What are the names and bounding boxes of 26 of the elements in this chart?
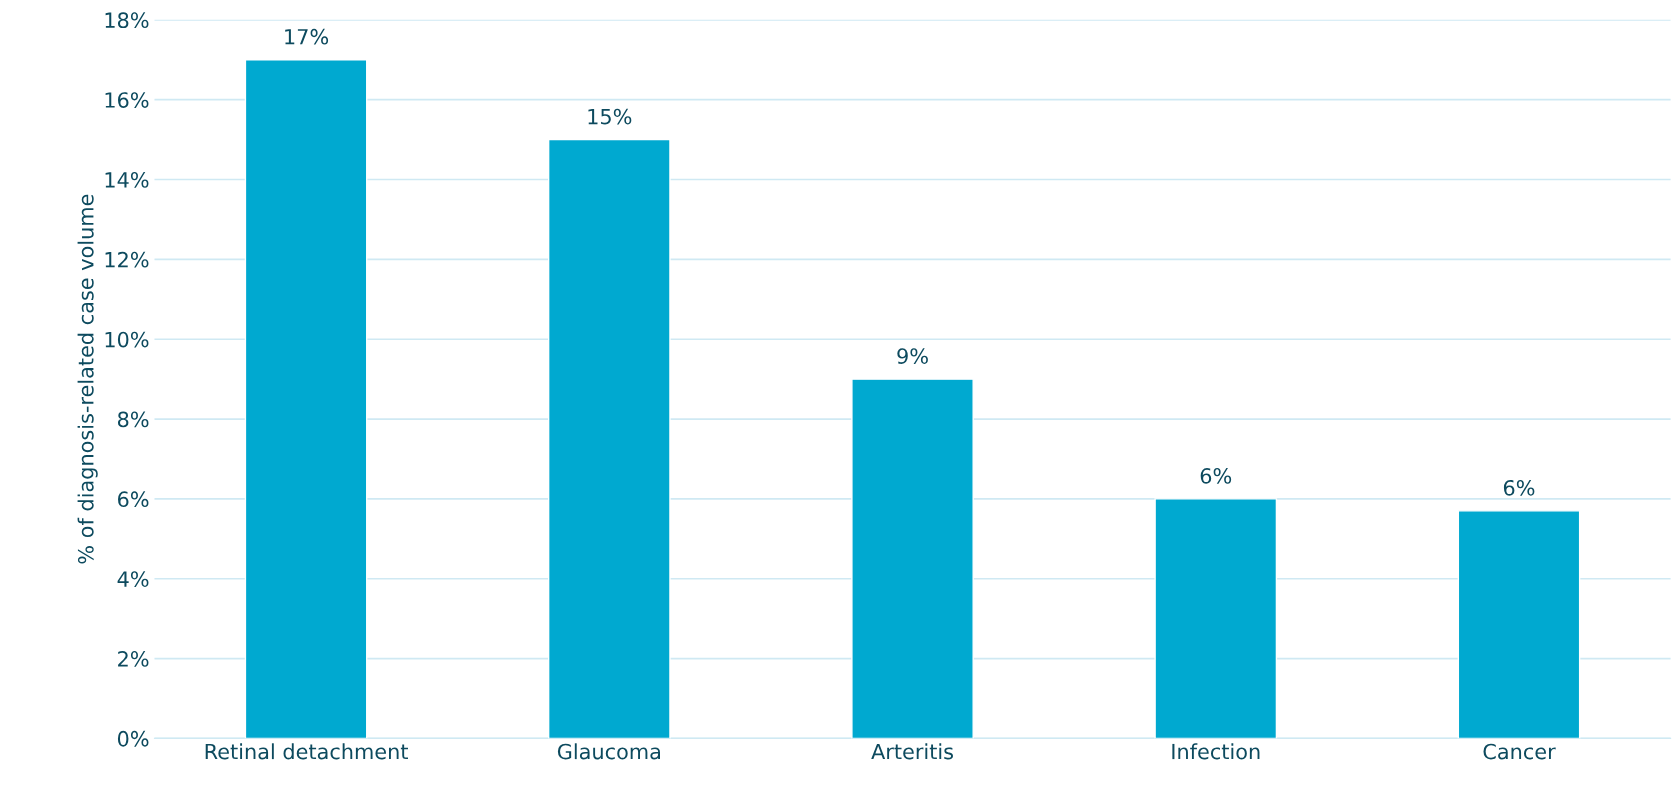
x-tick-label: Retinal detachment bbox=[205, 743, 408, 760]
y-tick-label: 16% bbox=[105, 92, 149, 108]
x-tick-label: Cancer bbox=[1483, 743, 1556, 760]
y-tick-label: 18% bbox=[105, 12, 149, 29]
y-tick-label: 0% bbox=[117, 730, 149, 747]
y-tick-label: 10% bbox=[105, 331, 149, 348]
y-axis-title: % of diagnosis-related case volume bbox=[77, 194, 98, 564]
x-tick-label: Arteritis bbox=[871, 743, 954, 760]
bar bbox=[1154, 498, 1278, 739]
y-tick-label: 12% bbox=[105, 251, 149, 268]
y-tick-label: 6% bbox=[118, 491, 149, 508]
bar bbox=[547, 138, 671, 739]
bar bbox=[244, 59, 368, 739]
data-label: 15% bbox=[588, 108, 632, 125]
data-label: 6% bbox=[1200, 467, 1232, 484]
y-tick-label: 4% bbox=[117, 571, 149, 587]
y-tick-label: 14% bbox=[105, 171, 149, 188]
data-label: 6% bbox=[1503, 479, 1535, 496]
x-tick-label: Glaucoma bbox=[557, 743, 660, 760]
data-label: 9% bbox=[897, 348, 928, 364]
bar bbox=[851, 378, 974, 739]
y-tick-label: 8% bbox=[117, 411, 149, 428]
x-tick-label: Infection bbox=[1172, 743, 1260, 760]
data-label: 17% bbox=[285, 28, 329, 45]
bar bbox=[1457, 510, 1581, 739]
y-tick-label: 2% bbox=[118, 651, 149, 667]
